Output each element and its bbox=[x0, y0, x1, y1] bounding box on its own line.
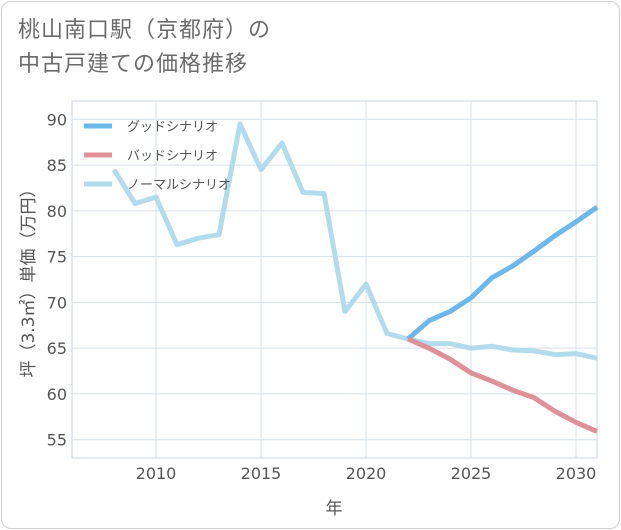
y-tick-label: 60 bbox=[47, 385, 67, 404]
x-tick-label: 2010 bbox=[136, 464, 177, 483]
legend-label: ノーマルシナリオ bbox=[127, 178, 231, 193]
series-lines bbox=[111, 121, 599, 434]
y-tick-label: 90 bbox=[47, 110, 67, 129]
legend-label: バッドシナリオ bbox=[127, 149, 218, 164]
tick-labels: 2010 2015 2020 2025 2030 55 60 65 70 75 80 85 90 bbox=[47, 110, 597, 483]
chart-title: 桃山南口駅（京都府）の 中古戸建ての価格推移 bbox=[18, 14, 271, 82]
x-tick-label: 2025 bbox=[451, 464, 492, 483]
plot-area bbox=[71, 100, 598, 459]
legend-label: グッドシナリオ bbox=[127, 120, 218, 135]
y-tick-label: 80 bbox=[47, 202, 67, 221]
y-tick-label: 70 bbox=[47, 293, 67, 312]
x-tick-label: 2020 bbox=[346, 464, 387, 483]
series-line-1 bbox=[406, 336, 599, 434]
x-tick-label: 2030 bbox=[556, 464, 597, 483]
y-axis-label: 坪（3.3㎡）単価（万円） bbox=[19, 180, 39, 377]
y-tick-label: 75 bbox=[47, 248, 67, 267]
y-tick-label: 85 bbox=[47, 156, 67, 175]
x-axis-label: 年 bbox=[326, 499, 343, 519]
series-line-0 bbox=[406, 205, 599, 341]
x-tick-label: 2015 bbox=[241, 464, 282, 483]
series-line-2 bbox=[111, 121, 598, 361]
y-tick-label: 65 bbox=[47, 339, 67, 358]
title-line-2: 中古戸建ての価格推移 bbox=[18, 52, 249, 77]
y-tick-label: 55 bbox=[47, 431, 67, 450]
title-line-1: 桃山南口駅（京都府）の bbox=[18, 18, 272, 43]
